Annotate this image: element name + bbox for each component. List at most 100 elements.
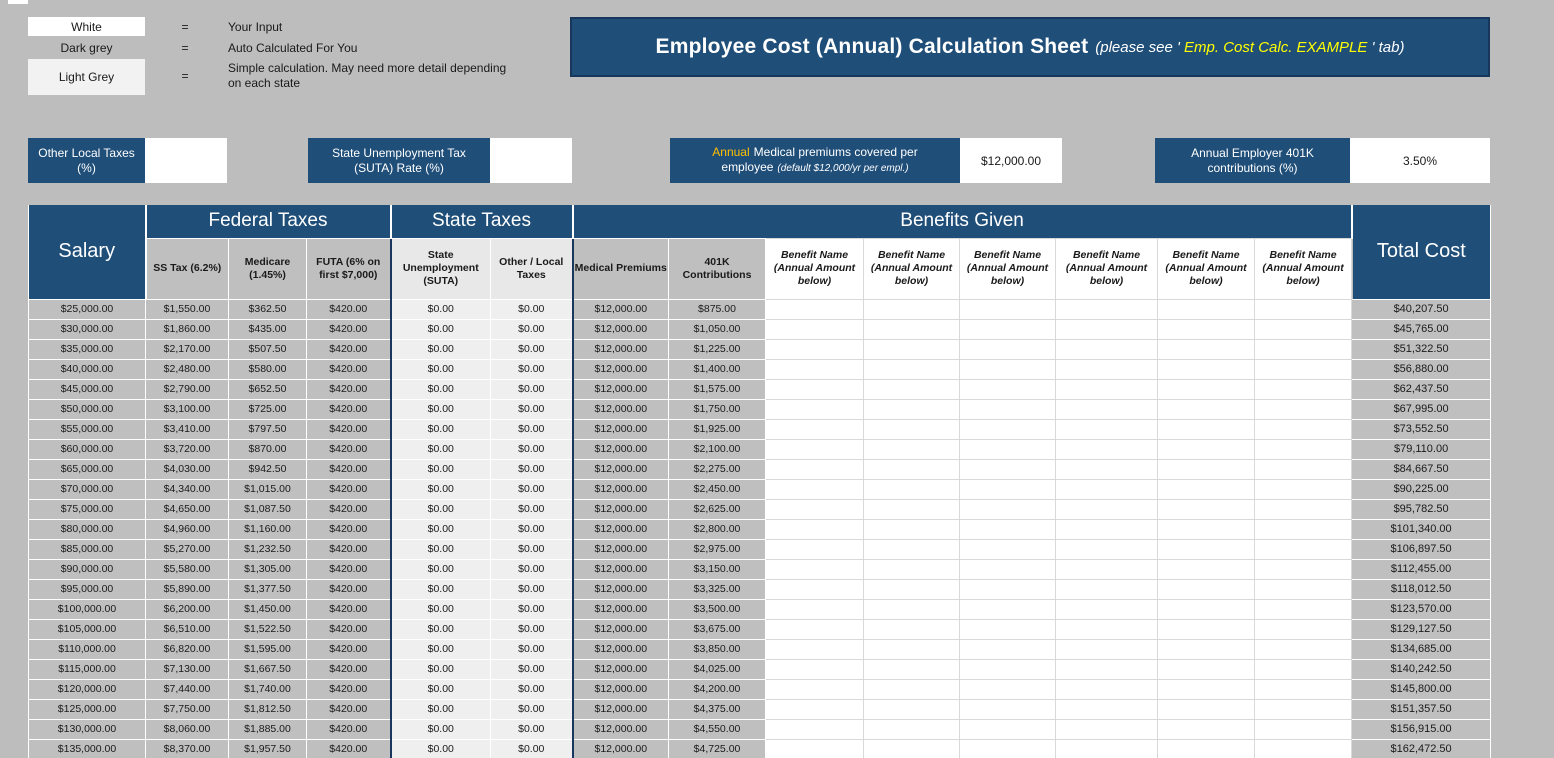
table-cell[interactable]: $1,575.00 — [668, 378, 767, 399]
table-cell[interactable]: $35,000.00 — [28, 338, 146, 359]
column-header-benefit-name-4[interactable]: Benefit Name (Annual Amount below) — [1055, 237, 1159, 299]
table-cell[interactable]: $3,720.00 — [145, 438, 229, 459]
table-cell[interactable] — [863, 318, 961, 339]
column-header-benefit-name-6[interactable]: Benefit Name (Annual Amount below) — [1254, 237, 1353, 299]
table-cell[interactable] — [1055, 338, 1159, 359]
table-cell[interactable] — [959, 318, 1057, 339]
table-cell[interactable]: $156,915.00 — [1351, 718, 1492, 739]
table-cell[interactable] — [1254, 498, 1353, 519]
table-cell[interactable]: $85,000.00 — [28, 538, 146, 559]
table-cell[interactable] — [863, 358, 961, 379]
table-cell[interactable] — [959, 358, 1057, 379]
table-cell[interactable] — [1157, 738, 1256, 758]
table-cell[interactable] — [1157, 678, 1256, 699]
table-cell[interactable] — [765, 538, 865, 559]
table-cell[interactable] — [1055, 638, 1159, 659]
table-cell[interactable]: $420.00 — [306, 578, 392, 599]
table-cell[interactable]: $12,000.00 — [571, 478, 670, 499]
table-cell[interactable] — [959, 338, 1057, 359]
table-cell[interactable]: $0.00 — [490, 498, 574, 519]
table-cell[interactable]: $2,170.00 — [145, 338, 229, 359]
table-cell[interactable]: $12,000.00 — [571, 538, 670, 559]
table-cell[interactable]: $0.00 — [389, 718, 492, 739]
table-cell[interactable]: $73,552.50 — [1351, 418, 1492, 439]
table-cell[interactable]: $12,000.00 — [571, 438, 670, 459]
table-cell[interactable]: $2,625.00 — [668, 498, 767, 519]
table-cell[interactable] — [959, 518, 1057, 539]
table-cell[interactable]: $0.00 — [389, 318, 492, 339]
table-cell[interactable]: $65,000.00 — [28, 458, 146, 479]
table-cell[interactable]: $0.00 — [389, 658, 492, 679]
table-cell[interactable]: $50,000.00 — [28, 398, 146, 419]
table-cell[interactable]: $6,820.00 — [145, 638, 229, 659]
table-cell[interactable]: $134,685.00 — [1351, 638, 1492, 659]
table-cell[interactable]: $0.00 — [389, 458, 492, 479]
table-cell[interactable]: $51,322.50 — [1351, 338, 1492, 359]
table-cell[interactable] — [1157, 558, 1256, 579]
table-cell[interactable] — [1055, 478, 1159, 499]
table-cell[interactable] — [1055, 658, 1159, 679]
table-cell[interactable] — [765, 738, 865, 758]
table-cell[interactable]: $12,000.00 — [571, 698, 670, 719]
table-cell[interactable]: $3,500.00 — [668, 598, 767, 619]
table-cell[interactable] — [1157, 398, 1256, 419]
table-cell[interactable] — [765, 638, 865, 659]
table-cell[interactable] — [1157, 298, 1256, 319]
table-cell[interactable]: $4,550.00 — [668, 718, 767, 739]
table-cell[interactable] — [1254, 658, 1353, 679]
table-cell[interactable] — [1157, 718, 1256, 739]
table-cell[interactable]: $1,550.00 — [145, 298, 229, 319]
table-cell[interactable]: $12,000.00 — [571, 658, 670, 679]
table-cell[interactable] — [1254, 438, 1353, 459]
table-cell[interactable] — [765, 658, 865, 679]
table-cell[interactable]: $7,130.00 — [145, 658, 229, 679]
table-cell[interactable]: $1,595.00 — [228, 638, 307, 659]
table-cell[interactable]: $652.50 — [228, 378, 307, 399]
table-cell[interactable]: $2,100.00 — [668, 438, 767, 459]
table-cell[interactable] — [959, 638, 1057, 659]
table-cell[interactable] — [959, 398, 1057, 419]
table-cell[interactable]: $12,000.00 — [571, 638, 670, 659]
table-cell[interactable]: $507.50 — [228, 338, 307, 359]
table-cell[interactable]: $0.00 — [490, 738, 574, 758]
table-cell[interactable]: $101,340.00 — [1351, 518, 1492, 539]
table-cell[interactable]: $145,800.00 — [1351, 678, 1492, 699]
table-cell[interactable]: $40,000.00 — [28, 358, 146, 379]
table-cell[interactable]: $1,450.00 — [228, 598, 307, 619]
table-cell[interactable]: $420.00 — [306, 698, 392, 719]
table-cell[interactable]: $12,000.00 — [571, 458, 670, 479]
table-cell[interactable]: $90,225.00 — [1351, 478, 1492, 499]
table-cell[interactable] — [765, 598, 865, 619]
table-cell[interactable]: $0.00 — [389, 478, 492, 499]
table-cell[interactable] — [765, 718, 865, 739]
table-cell[interactable]: $12,000.00 — [571, 678, 670, 699]
table-cell[interactable]: $1,232.50 — [228, 538, 307, 559]
table-cell[interactable]: $5,580.00 — [145, 558, 229, 579]
table-cell[interactable] — [863, 738, 961, 758]
table-cell[interactable] — [863, 298, 961, 319]
table-cell[interactable]: $0.00 — [389, 638, 492, 659]
table-cell[interactable]: $1,305.00 — [228, 558, 307, 579]
table-cell[interactable]: $1,740.00 — [228, 678, 307, 699]
table-cell[interactable] — [1157, 698, 1256, 719]
table-cell[interactable]: $420.00 — [306, 298, 392, 319]
table-cell[interactable] — [959, 558, 1057, 579]
table-cell[interactable] — [1055, 498, 1159, 519]
medical-premiums-input[interactable]: $12,000.00 — [960, 138, 1062, 183]
table-cell[interactable] — [959, 478, 1057, 499]
table-cell[interactable]: $420.00 — [306, 538, 392, 559]
table-cell[interactable]: $1,522.50 — [228, 618, 307, 639]
table-cell[interactable] — [863, 478, 961, 499]
table-cell[interactable]: $0.00 — [389, 678, 492, 699]
table-cell[interactable] — [1157, 418, 1256, 439]
table-cell[interactable] — [1055, 378, 1159, 399]
table-cell[interactable] — [1254, 578, 1353, 599]
table-cell[interactable] — [863, 538, 961, 559]
table-cell[interactable]: $4,030.00 — [145, 458, 229, 479]
table-cell[interactable]: $0.00 — [389, 698, 492, 719]
table-cell[interactable]: $420.00 — [306, 438, 392, 459]
table-cell[interactable] — [1254, 398, 1353, 419]
table-cell[interactable] — [1157, 338, 1256, 359]
table-cell[interactable]: $1,925.00 — [668, 418, 767, 439]
table-cell[interactable]: $60,000.00 — [28, 438, 146, 459]
